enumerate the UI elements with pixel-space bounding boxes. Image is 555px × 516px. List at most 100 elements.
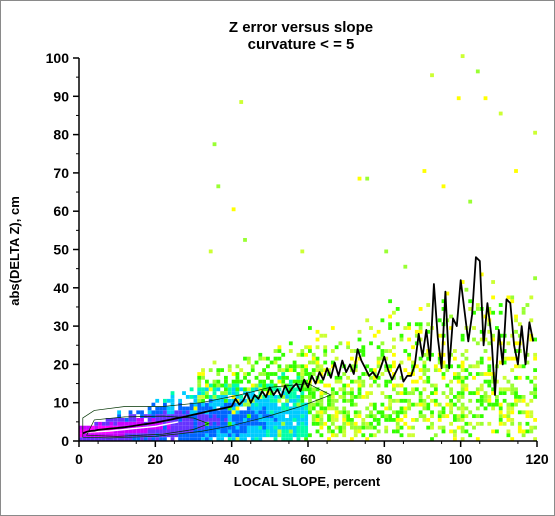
density-cell [418, 410, 423, 415]
density-cell [376, 356, 381, 361]
density-cell [453, 402, 457, 407]
density-cell [258, 418, 263, 422]
density-cell [441, 375, 446, 380]
density-cell [300, 391, 305, 396]
density-cell [361, 395, 366, 399]
density-cell [407, 391, 412, 396]
density-cell [243, 402, 247, 407]
density-cell [311, 395, 316, 399]
density-cell [491, 333, 496, 338]
density-cell [189, 406, 194, 411]
density-cell [483, 96, 488, 101]
density-cell [498, 414, 503, 419]
density-cell [350, 387, 354, 392]
density-cell [151, 402, 156, 407]
density-cell [201, 437, 205, 442]
density-cell [124, 433, 129, 438]
density-cell [437, 418, 442, 422]
density-cell [372, 333, 377, 338]
density-cell [403, 391, 408, 396]
density-cell [430, 425, 434, 430]
density-cell [418, 356, 423, 361]
density-cell [288, 421, 293, 426]
density-cell [342, 372, 347, 376]
density-cell [365, 421, 370, 426]
density-cell [277, 398, 282, 403]
density-cell [498, 111, 503, 116]
density-cell [189, 395, 194, 399]
density-cell [498, 310, 503, 315]
density-cell [193, 398, 198, 403]
density-cell [235, 379, 240, 384]
density-cell [224, 418, 228, 422]
density-cell [277, 375, 282, 380]
density-cell [205, 379, 209, 384]
density-cell [453, 433, 457, 438]
density-cell [281, 402, 286, 407]
density-cell [369, 326, 373, 330]
density-cell [250, 406, 255, 411]
density-cell [300, 433, 305, 438]
density-cell [445, 402, 450, 407]
density-cell [498, 421, 503, 426]
density-cell [418, 322, 423, 327]
density-cell [422, 352, 427, 357]
density-cell [475, 303, 480, 307]
density-cell [334, 425, 339, 430]
density-cell [300, 398, 305, 403]
density-cell [254, 421, 259, 426]
density-cell [216, 410, 221, 415]
density-cell [300, 349, 305, 353]
density-cell [388, 349, 393, 353]
density-cell [231, 429, 236, 434]
density-cell [250, 383, 255, 388]
mean-line-layer [82, 256, 535, 435]
density-cell [399, 360, 404, 365]
density-cell [487, 364, 492, 369]
density-cell [231, 421, 236, 426]
density-cell [502, 391, 507, 396]
density-cell [506, 410, 511, 415]
density-cell [246, 402, 251, 407]
density-cell [197, 437, 202, 442]
density-cell [136, 421, 141, 426]
density-cell [235, 414, 240, 419]
density-cell [361, 379, 366, 384]
density-cell [189, 421, 194, 426]
density-cell [514, 402, 518, 407]
density-cell [449, 421, 454, 426]
density-cell [132, 418, 137, 422]
density-cell [517, 364, 522, 369]
density-cell [285, 410, 289, 415]
density-cell [273, 398, 278, 403]
density-cell [498, 360, 503, 365]
density-cell [456, 391, 461, 396]
density-cell [262, 398, 267, 403]
density-cell [411, 345, 415, 350]
density-cell [304, 352, 309, 357]
density-cell [475, 406, 480, 411]
density-cell [422, 360, 427, 365]
density-cell [487, 329, 492, 334]
x-tick-label: 120 [525, 451, 549, 467]
density-cell [315, 387, 320, 392]
density-cell [517, 375, 522, 380]
density-cell [304, 395, 309, 399]
density-cell [178, 433, 183, 438]
density-cell [292, 360, 297, 365]
density-cell [357, 429, 362, 434]
density-cell [395, 421, 400, 426]
density-cell [372, 375, 377, 380]
density-cell [212, 379, 217, 384]
density-cell [357, 379, 362, 384]
density-cell [197, 391, 202, 396]
density-cell [308, 349, 312, 353]
density-cell [178, 398, 183, 403]
density-cell [300, 395, 305, 399]
density-cell [357, 425, 362, 430]
density-cell [430, 391, 434, 396]
density-cell [273, 414, 278, 419]
density-cell [86, 437, 91, 442]
density-cell [258, 356, 263, 361]
density-cell [246, 418, 251, 422]
